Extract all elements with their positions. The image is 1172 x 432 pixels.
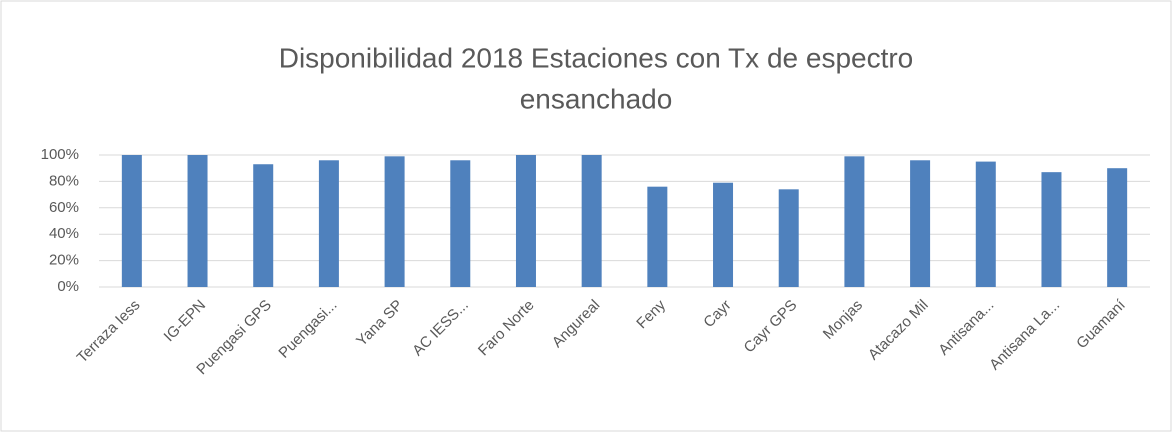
y-tick-label: 0%	[57, 278, 79, 295]
bar	[187, 155, 208, 287]
y-tick-label: 20%	[49, 252, 79, 269]
bar	[581, 155, 602, 287]
bar	[253, 164, 274, 287]
y-tick-label: 100%	[41, 146, 79, 163]
bar	[778, 189, 799, 287]
bar	[450, 160, 471, 287]
bar	[1041, 172, 1062, 287]
chart-title: Disponibilidad 2018 Estaciones con Tx de…	[279, 42, 914, 73]
bar	[318, 160, 339, 287]
chart-subtitle: ensanchado	[520, 83, 673, 114]
bar	[647, 186, 668, 287]
bar	[1107, 168, 1128, 287]
bar	[515, 155, 536, 287]
bar	[384, 156, 405, 287]
y-tick-label: 40%	[49, 225, 79, 242]
bar	[713, 182, 734, 287]
y-tick-label: 80%	[49, 172, 79, 189]
bar	[121, 155, 142, 287]
bar	[844, 156, 865, 287]
bar	[910, 160, 931, 287]
y-tick-label: 60%	[49, 199, 79, 216]
bar	[975, 161, 996, 287]
